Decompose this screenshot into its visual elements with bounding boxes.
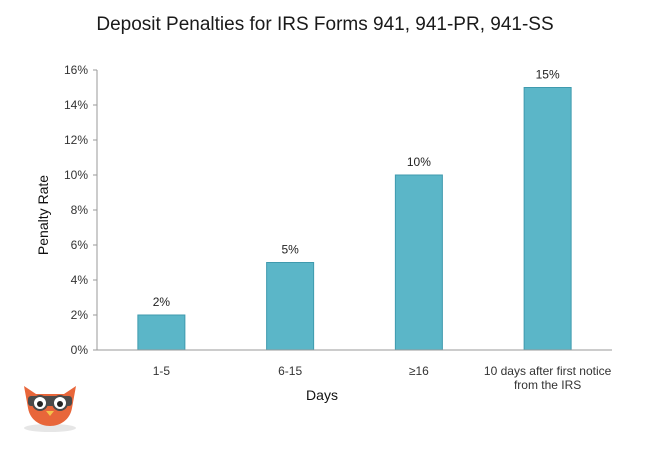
bar xyxy=(394,174,443,351)
y-tick-label: 2% xyxy=(71,308,89,322)
x-tick-label: ≥16 xyxy=(409,364,429,378)
y-tick-label: 4% xyxy=(71,273,89,287)
owl-mascot-icon xyxy=(24,386,76,432)
x-tick-label: 6-15 xyxy=(278,364,302,378)
data-label: 5% xyxy=(281,243,299,257)
y-tick-label: 10% xyxy=(64,168,88,182)
y-tick-label: 0% xyxy=(71,343,89,357)
x-tick-label: 10 days after first notice from the IRS xyxy=(484,364,612,392)
data-label: 10% xyxy=(407,155,431,169)
y-tick-label: 16% xyxy=(64,63,88,77)
y-tick-label: 6% xyxy=(71,238,89,252)
y-tick-label: 12% xyxy=(64,133,88,147)
y-tick-label: 8% xyxy=(71,203,89,217)
bars: 2% 5% 10% 15% xyxy=(137,68,572,351)
x-axis: 1-5 6-15 ≥16 10 days after first notice from… xyxy=(97,349,612,392)
chart-title: Deposit Penalties for IRS Forms 941, 941… xyxy=(96,14,554,35)
y-axis: 0% 2% 4% 6% 8% 10% 12% 14% 16% xyxy=(64,63,98,357)
data-label: 2% xyxy=(153,295,171,309)
bar xyxy=(523,87,572,351)
y-tick-label: 14% xyxy=(64,98,88,112)
bar xyxy=(137,314,186,351)
x-axis-title: Days xyxy=(306,387,338,403)
x-tick-label: 1-5 xyxy=(153,364,171,378)
bar xyxy=(266,262,315,351)
data-label: 15% xyxy=(536,68,560,82)
y-axis-title: Penalty Rate xyxy=(35,175,51,255)
